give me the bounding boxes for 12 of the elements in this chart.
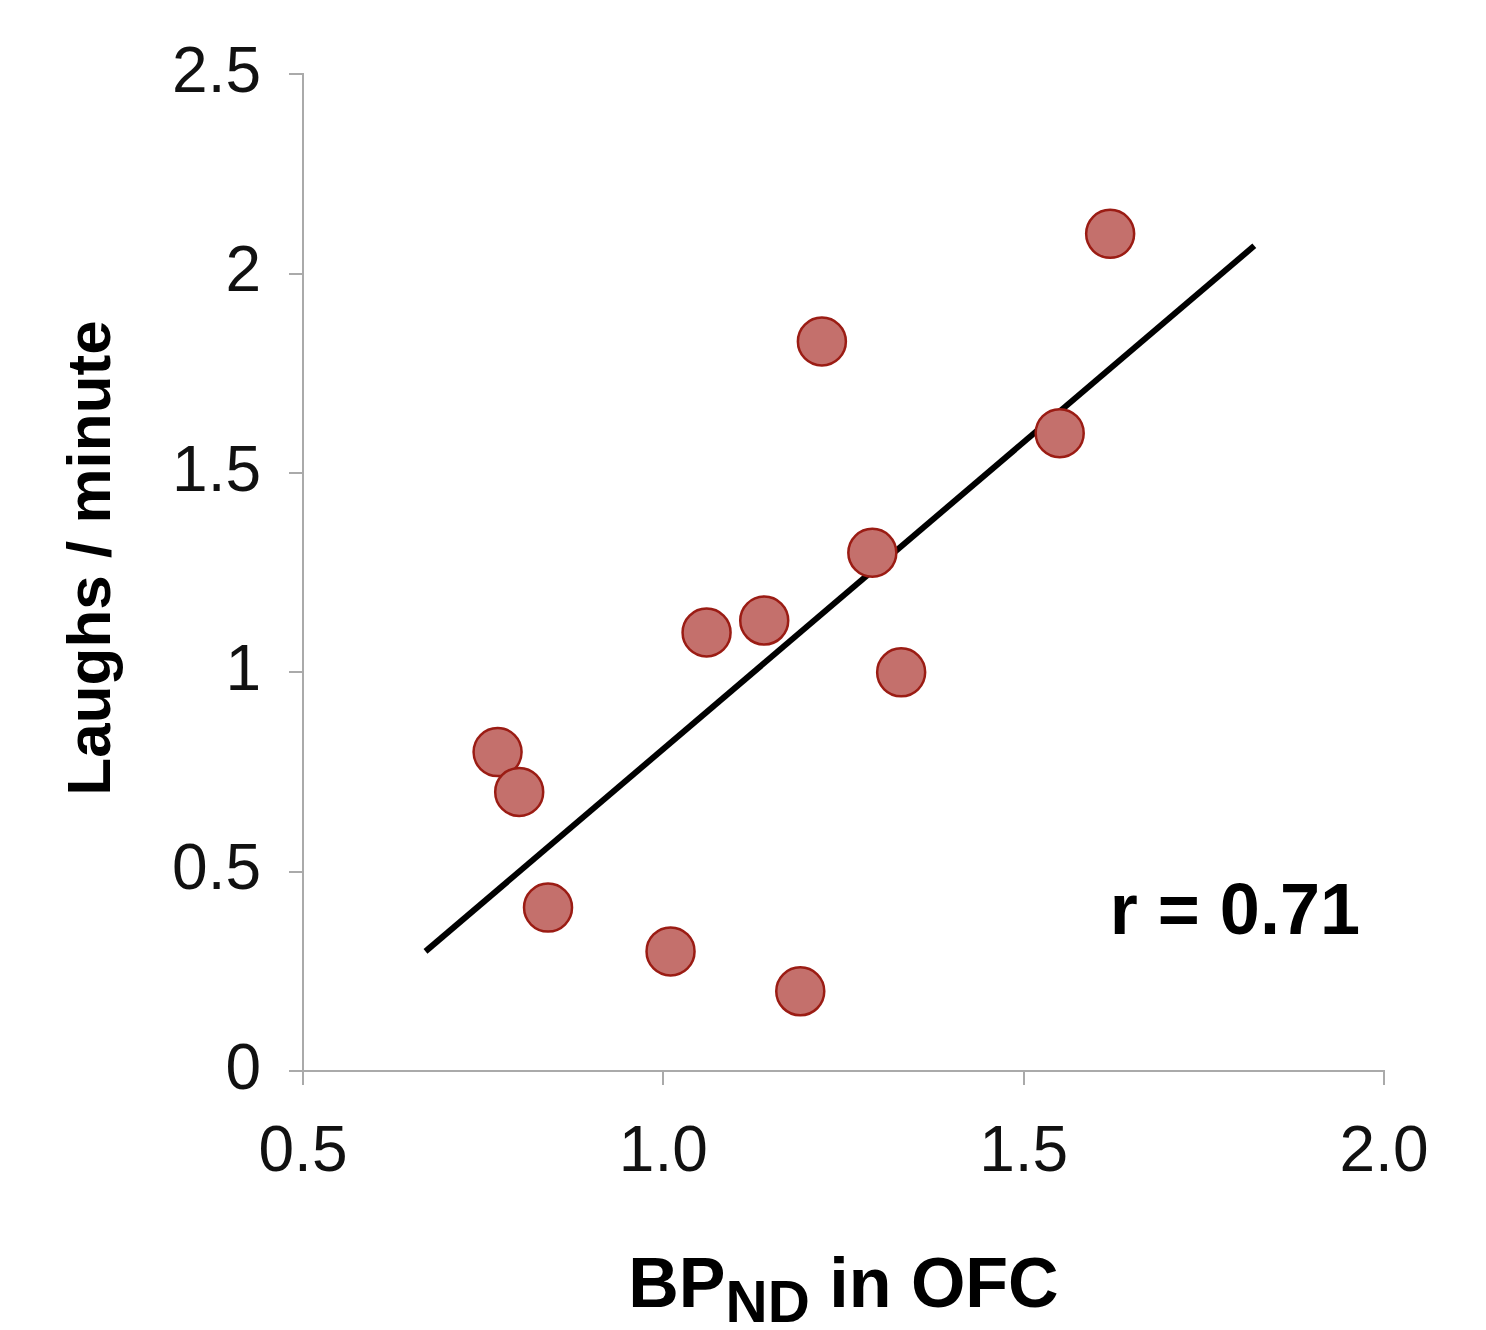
x-tick-label: 1.0 [618,1113,708,1186]
y-axis-title: Laughs / minute [52,319,124,796]
x-axis-title: BP$_{ND}$ in OFC [628,1243,1059,1330]
y-tick-label: 0 [225,1030,261,1103]
x-tick-label: 1.5 [979,1113,1069,1186]
y-tick-label: 0.5 [172,831,261,904]
y-tick-label: 1.5 [172,432,261,505]
annotation: r = 0.71 [1109,868,1360,950]
y-tick-label: 2.5 [172,34,261,107]
x-tick-label: 2.0 [1339,1113,1429,1186]
y-tick-label: 1 [225,632,261,704]
y-tick-label: 2 [225,233,261,306]
